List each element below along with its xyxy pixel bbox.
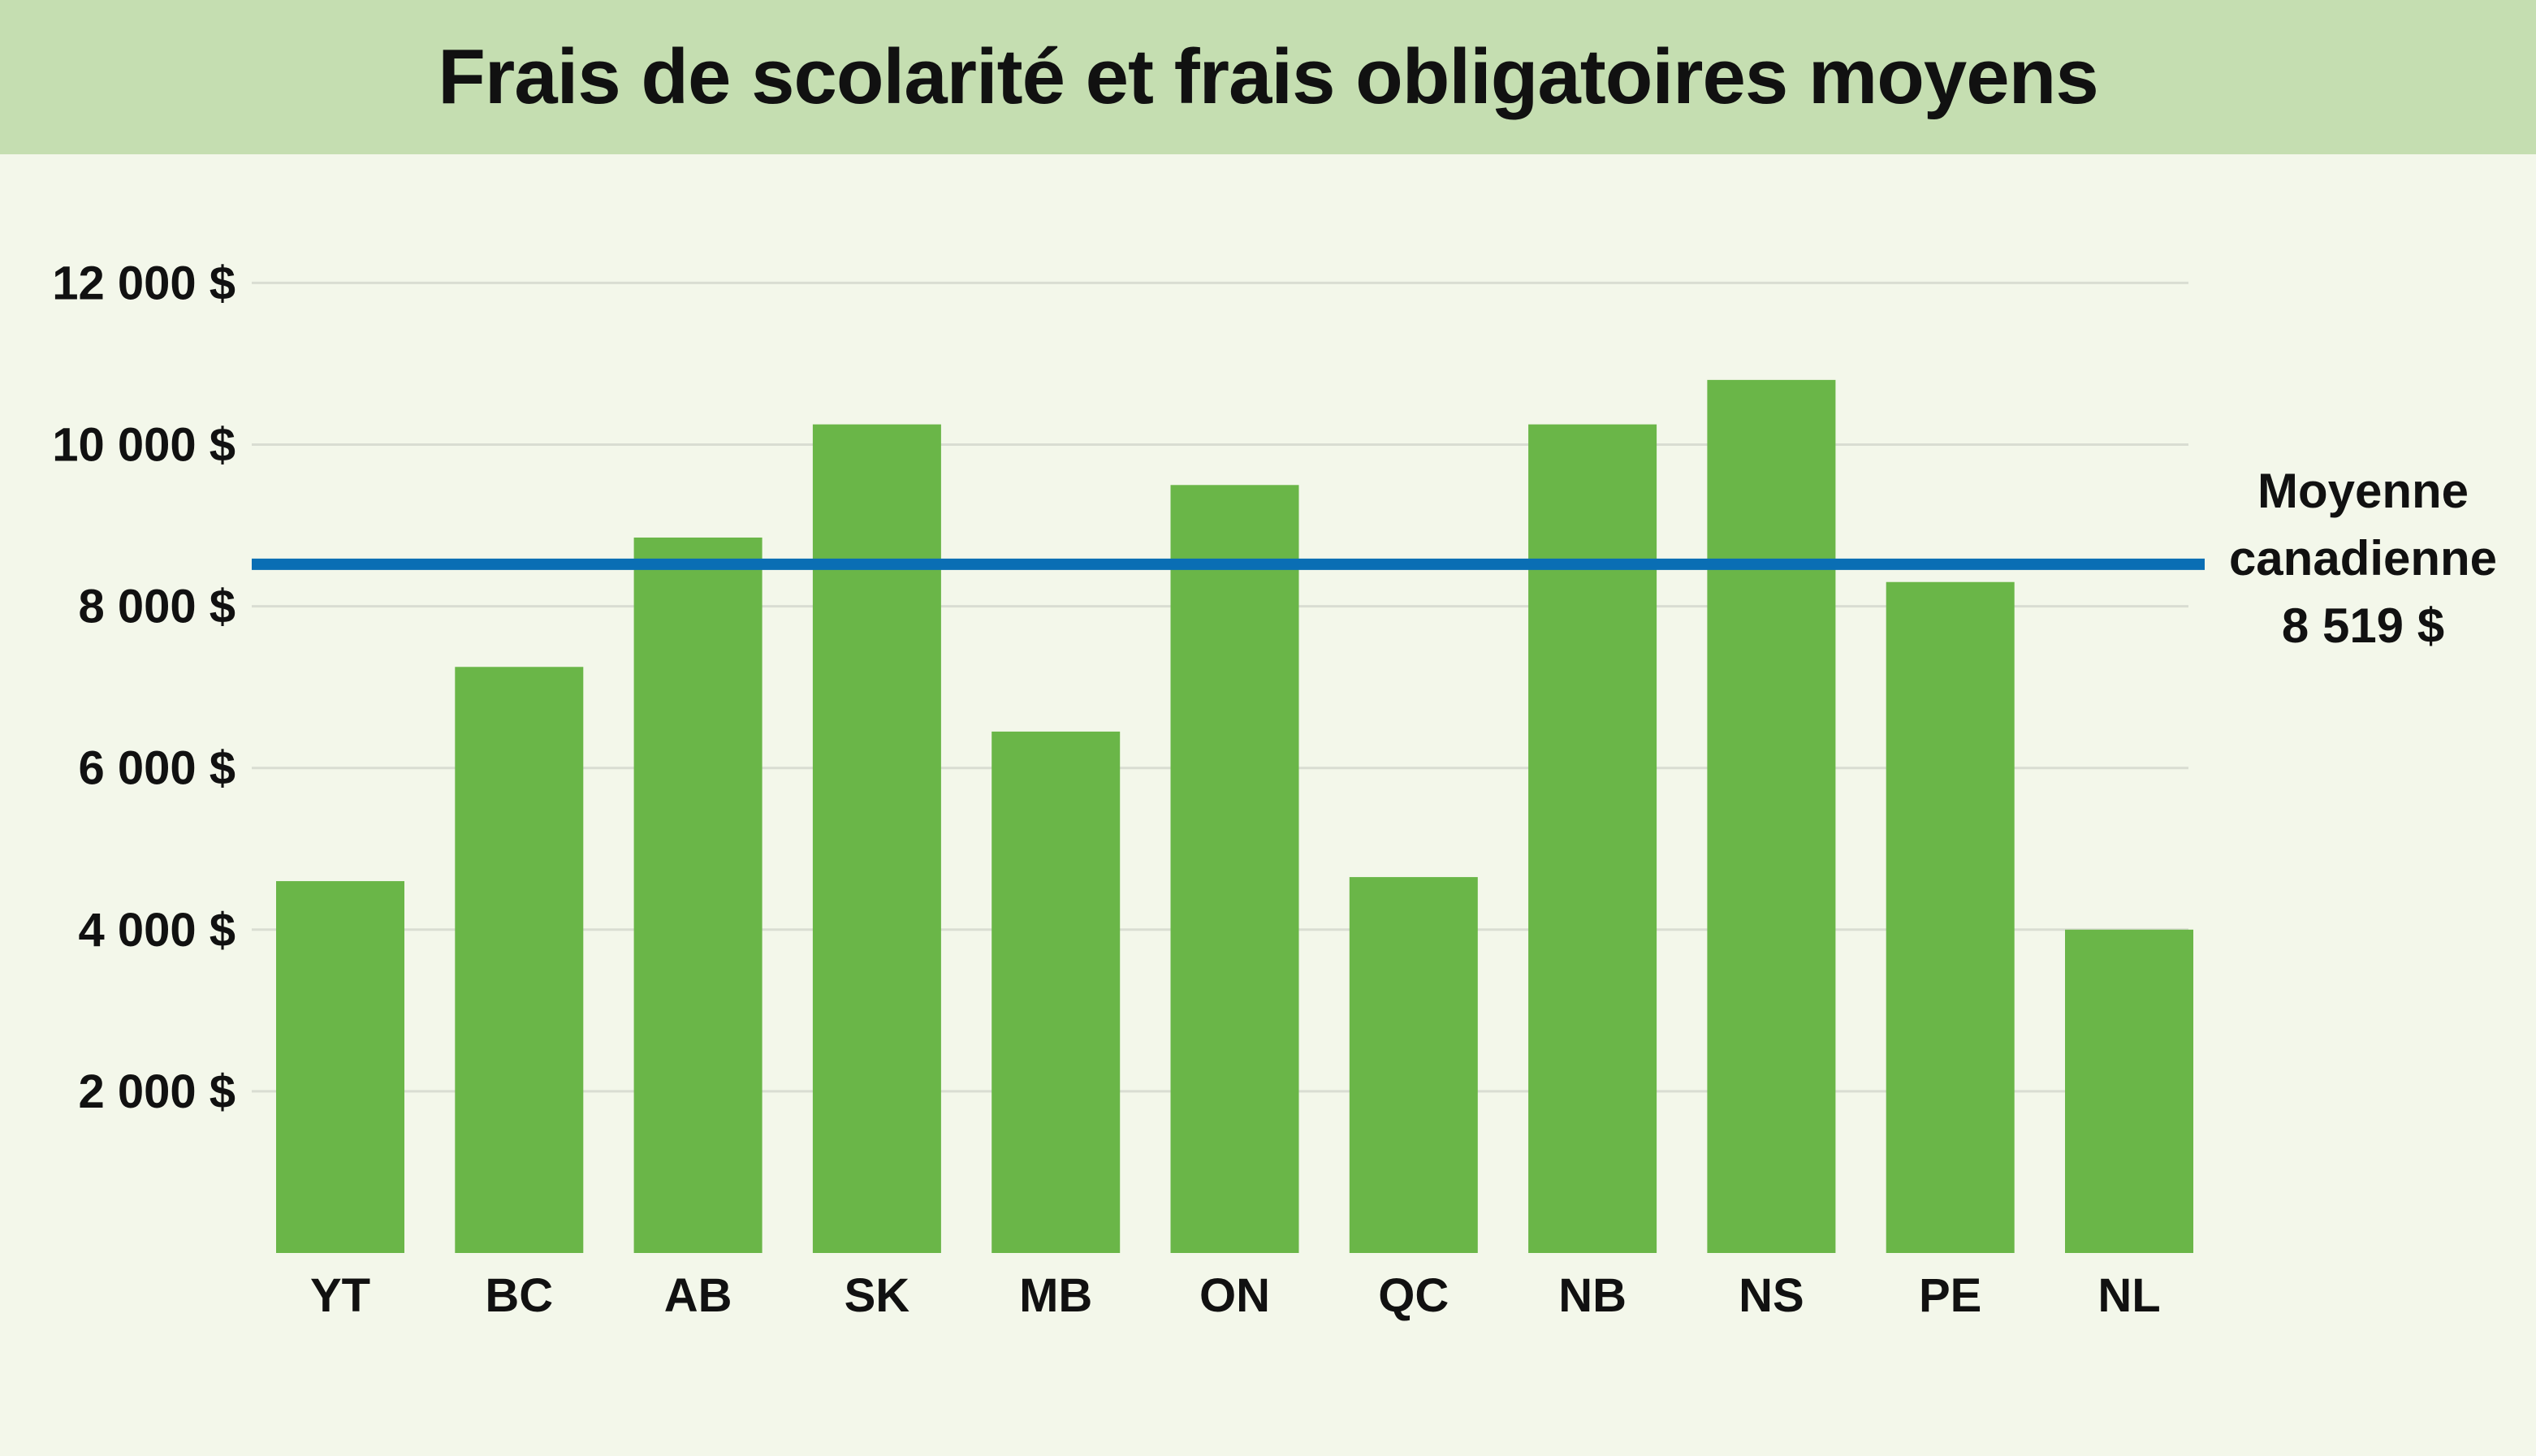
y-tick-label: 8 000 $ <box>78 581 235 633</box>
average-label-line: 8 519 $ <box>2282 598 2444 653</box>
x-tick-label: YT <box>310 1269 370 1322</box>
reference-line-group: Moyenne canadienne 8 519 $ <box>252 464 2497 653</box>
bar-mb <box>992 731 1121 1253</box>
x-tick-label: BC <box>485 1269 553 1322</box>
bar-nl <box>2065 929 2193 1253</box>
bar-on <box>1170 485 1299 1253</box>
x-axis-ticks: YT BC AB SK MB ON QC NB NS PE NL <box>310 1269 2161 1322</box>
bar-yt <box>276 881 404 1253</box>
x-tick-label: NL <box>2097 1269 2160 1322</box>
y-tick-label: 10 000 $ <box>52 419 235 472</box>
average-label-line: Moyenne <box>2257 464 2469 518</box>
bar-qc <box>1349 877 1478 1253</box>
bars <box>276 379 2193 1253</box>
x-tick-label: QC <box>1378 1269 1449 1322</box>
y-axis-ticks: 2 000 $ 4 000 $ 6 000 $ 8 000 $ 10 000 $ 12 0… <box>52 257 235 1118</box>
y-tick-label: 6 000 $ <box>78 742 235 795</box>
x-tick-label: SK <box>845 1269 910 1322</box>
bar-nb <box>1528 424 1657 1253</box>
y-tick-label: 4 000 $ <box>78 904 235 957</box>
bar-ab <box>633 537 763 1253</box>
average-label-line: canadienne <box>2229 531 2497 585</box>
x-tick-label: ON <box>1199 1269 1270 1322</box>
x-tick-label: NB <box>1558 1269 1627 1322</box>
bar-ns <box>1707 379 1836 1253</box>
chart-title: Frais de scolarité et frais obligatoires… <box>438 33 2098 120</box>
x-tick-label: MB <box>1019 1269 1092 1322</box>
y-tick-label: 12 000 $ <box>52 257 235 309</box>
bar-sk <box>812 424 941 1253</box>
x-tick-label: AB <box>664 1269 732 1322</box>
x-tick-label: PE <box>1919 1269 1981 1322</box>
bar-pe <box>1886 581 2015 1253</box>
title-banner: Frais de scolarité et frais obligatoires… <box>0 0 2536 154</box>
bar-bc <box>455 667 584 1253</box>
y-tick-label: 2 000 $ <box>78 1065 235 1118</box>
x-tick-label: NS <box>1739 1269 1804 1322</box>
